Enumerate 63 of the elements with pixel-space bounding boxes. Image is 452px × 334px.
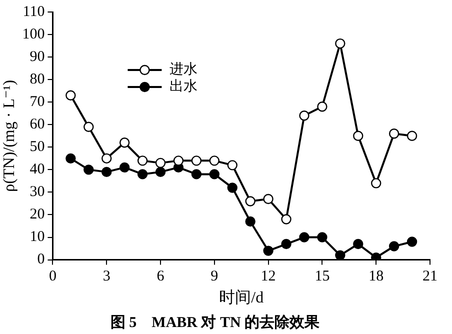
- y-tick-label: 0: [37, 252, 45, 268]
- y-tick-label: 90: [30, 48, 45, 65]
- x-tick-label: 0: [48, 268, 56, 285]
- point: [137, 156, 148, 166]
- x-tick-label: 3: [102, 268, 110, 285]
- x-axis-title: 时间/d: [219, 288, 264, 307]
- y-tick-label: 40: [30, 162, 45, 178]
- x-tick-label: 6: [156, 268, 165, 285]
- text: 图 5 MABR 对 TN 的去除效果: [110, 314, 321, 331]
- y-tick-label: 50: [30, 139, 45, 156]
- point: [173, 156, 184, 166]
- y-tick-label: 110: [22, 4, 45, 20]
- point: [155, 166, 166, 178]
- point: [317, 232, 328, 242]
- y-axis-title: ρ(TN)/(mg · L⁻¹): [0, 80, 18, 192]
- point: [227, 182, 238, 193]
- point: [371, 178, 382, 188]
- y-tick-label: 10: [30, 229, 45, 246]
- point: [191, 169, 202, 180]
- x-tick-label: 21: [422, 268, 438, 285]
- legend-label: 出水: [170, 78, 198, 95]
- point: [84, 164, 94, 175]
- y-tick-label: 100: [22, 26, 45, 42]
- point: [102, 166, 112, 178]
- x-tick-label: 9: [210, 268, 218, 285]
- point: [353, 130, 364, 141]
- point: [299, 110, 310, 121]
- point: [388, 128, 400, 139]
- point: [137, 169, 148, 180]
- point: [102, 153, 112, 164]
- point: [263, 194, 274, 204]
- point: [209, 156, 220, 166]
- point: [281, 238, 292, 250]
- point: [227, 160, 238, 170]
- x-tick-label: 12: [260, 268, 276, 285]
- y-tick-label: 20: [30, 206, 45, 223]
- y-tick-label: 60: [30, 116, 45, 133]
- point: [66, 153, 76, 164]
- point: [119, 138, 130, 148]
- point: [209, 169, 220, 180]
- y-tick-label: 70: [30, 94, 45, 110]
- point: [281, 214, 292, 224]
- legend-label: 进水: [170, 62, 198, 78]
- point: [335, 38, 346, 49]
- point: [263, 246, 274, 256]
- point: [119, 162, 130, 173]
- point: [299, 232, 310, 242]
- y-tick-label: 80: [30, 72, 45, 88]
- point: [191, 156, 202, 166]
- point: [155, 158, 166, 168]
- y-tick-label: 30: [30, 184, 45, 200]
- x-tick-label: 18: [368, 268, 384, 285]
- point: [388, 241, 400, 252]
- point: [245, 196, 256, 206]
- point: [335, 250, 346, 260]
- point: [317, 102, 328, 112]
- point: [406, 236, 418, 247]
- point: [406, 130, 418, 141]
- point: [245, 216, 256, 227]
- point: [84, 122, 94, 132]
- point: [66, 90, 76, 100]
- point: [353, 238, 364, 250]
- x-tick-label: 15: [314, 268, 330, 285]
